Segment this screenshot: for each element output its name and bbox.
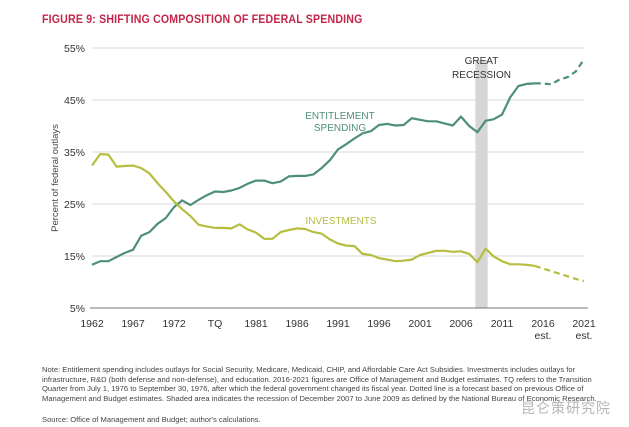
x-tick-label-0: 1962 [80, 318, 104, 330]
series-forecast-line-1 [534, 264, 585, 283]
gridlines [92, 47, 584, 309]
recession-label-line1: GREAT [465, 56, 499, 67]
figure-note: Note: Entitlement spending includes outl… [42, 365, 597, 403]
entitlement-label-line1: ENTITLEMENT [305, 111, 374, 122]
x-tick-label-11: 2016 [531, 318, 555, 330]
x-tick-label-6: 1991 [326, 318, 350, 330]
recession-label-line2: RECESSION [452, 70, 511, 81]
x-tick-sub-11: est. [535, 330, 552, 342]
x-tick-label-7: 1996 [367, 318, 391, 330]
y-tick-label-35: 35% [64, 147, 85, 159]
entitlement-label-line2: SPENDING [314, 123, 366, 134]
y-axis-label: Percent of federal outlays [50, 124, 61, 232]
axes: 5% 15% 25% 35% 45% 55% 1962 1967 1972 TQ 1981 1986 1… [64, 43, 596, 342]
y-tick-label-15: 15% [64, 251, 85, 263]
investments-label: INVESTMENTS [305, 216, 376, 227]
figure-title: FIGURE 9: SHIFTING COMPOSITION OF FEDERA… [42, 14, 363, 26]
series-line-1 [91, 153, 535, 267]
y-tick-label-45: 45% [64, 95, 85, 107]
x-tick-label-9: 2006 [449, 318, 473, 330]
watermark-logo: 昆仑策研究院 [521, 401, 611, 417]
x-tick-label-10: 2011 [491, 318, 514, 330]
recession-band [475, 60, 488, 308]
x-tick-sub-12: est. [576, 330, 593, 342]
x-tick-label-8: 2001 [408, 318, 432, 330]
x-tick-label-12: 2021 [572, 318, 596, 330]
x-tick-label-2: 1972 [162, 318, 186, 330]
series-line-0 [91, 82, 535, 266]
figure-source: Source: Office of Management and Budget;… [42, 415, 261, 424]
x-tick-label-3: TQ [208, 318, 223, 330]
x-tick-label-4: 1981 [244, 318, 268, 330]
y-tick-label-25: 25% [64, 199, 85, 211]
x-tick-label-5: 1986 [285, 318, 309, 330]
series-forecast-line-0 [534, 58, 585, 86]
x-tick-label-1: 1967 [121, 318, 145, 330]
annotations: Percent of federal outlays GREAT RECESSI… [50, 56, 511, 232]
y-tick-label-55: 55% [64, 43, 85, 55]
series-lines [91, 58, 585, 283]
line-chart: 5% 15% 25% 35% 45% 55% 1962 1967 1972 TQ 1981 1986 1… [50, 43, 596, 342]
y-tick-label-5: 5% [70, 303, 85, 315]
